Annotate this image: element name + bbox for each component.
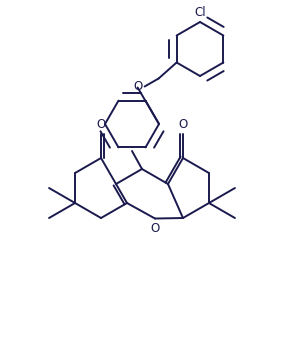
Text: O: O	[178, 118, 188, 131]
Text: O: O	[96, 118, 106, 131]
Text: O: O	[133, 80, 142, 93]
Text: Cl: Cl	[194, 6, 206, 19]
Text: O: O	[150, 222, 160, 235]
